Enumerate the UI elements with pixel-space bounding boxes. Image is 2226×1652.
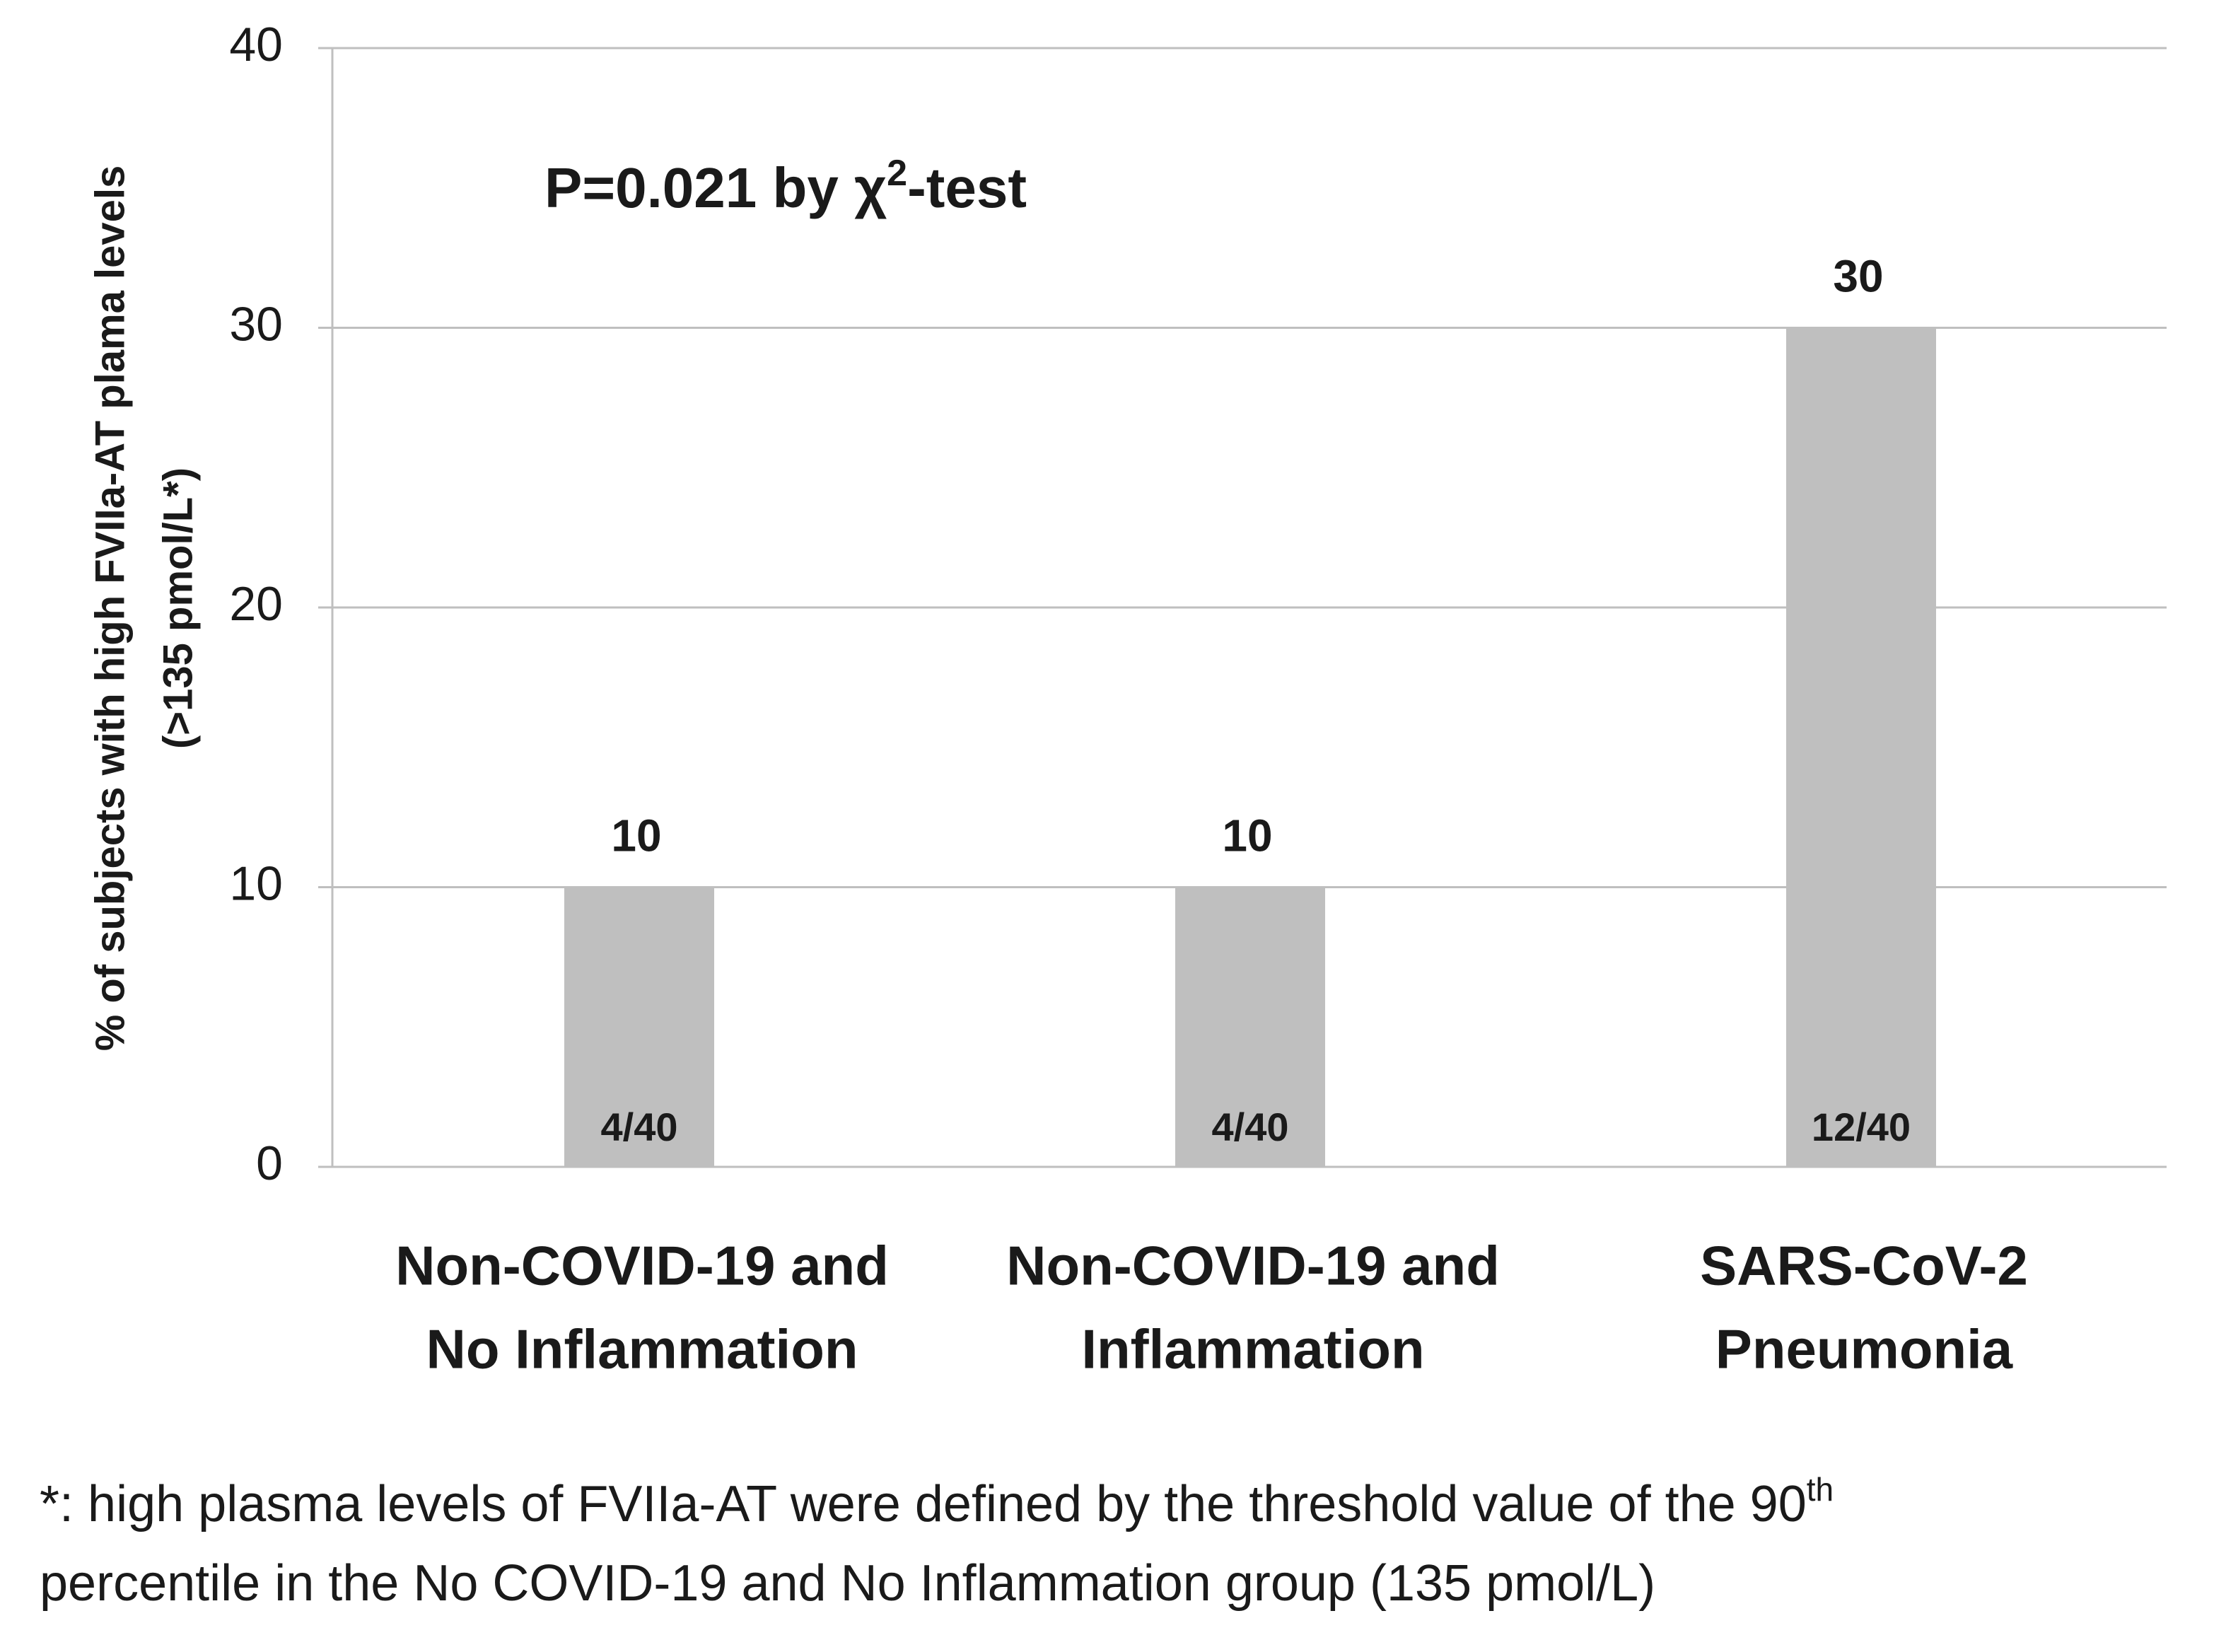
- value-label: 10: [1222, 810, 1272, 861]
- x-tick-label: Inflammation: [1081, 1318, 1424, 1380]
- footnote-sup: th: [1807, 1471, 1834, 1508]
- y-tick-label: 0: [256, 1136, 283, 1190]
- y-tick-label: 30: [229, 297, 283, 351]
- x-tick-label: Non-COVID-19 and: [395, 1235, 889, 1297]
- annotation-after: -test: [907, 156, 1027, 219]
- y-axis-title: (>135 pmol/L*): [155, 467, 201, 749]
- x-tick-label: Non-COVID-19 and: [1006, 1235, 1500, 1297]
- bar-annotation: 12/40: [1812, 1105, 1911, 1149]
- annotation-text: P=0.021 by χ: [544, 156, 887, 219]
- bar-annotation: 4/40: [1212, 1105, 1289, 1149]
- annotation: P=0.021 by χ2-test: [544, 153, 1027, 219]
- value-label: 10: [611, 810, 661, 861]
- footnote-line: *: high plasma levels of FVIIa-AT were d…: [40, 1471, 1834, 1532]
- bar: [1175, 887, 1325, 1167]
- x-tick-label: Pneumonia: [1715, 1318, 2013, 1380]
- x-tick-label: SARS-CoV-2: [1700, 1235, 2028, 1297]
- annotation-sup: 2: [887, 153, 907, 194]
- footnote-line: percentile in the No COVID-19 and No Inf…: [40, 1555, 1655, 1612]
- bar-annotation: 4/40: [601, 1105, 678, 1149]
- value-label: 30: [1833, 250, 1883, 301]
- y-tick-label: 20: [229, 577, 283, 631]
- y-tick-label: 10: [229, 856, 283, 910]
- y-tick-label: 40: [229, 18, 283, 71]
- x-tick-label: No Inflammation: [426, 1318, 858, 1380]
- bar: [564, 887, 714, 1167]
- footnote-text: *: high plasma levels of FVIIa-AT were d…: [40, 1476, 1807, 1532]
- bar: [1786, 327, 1936, 1167]
- y-axis-title: % of subjects with high FVIIa-AT plama l…: [87, 165, 133, 1052]
